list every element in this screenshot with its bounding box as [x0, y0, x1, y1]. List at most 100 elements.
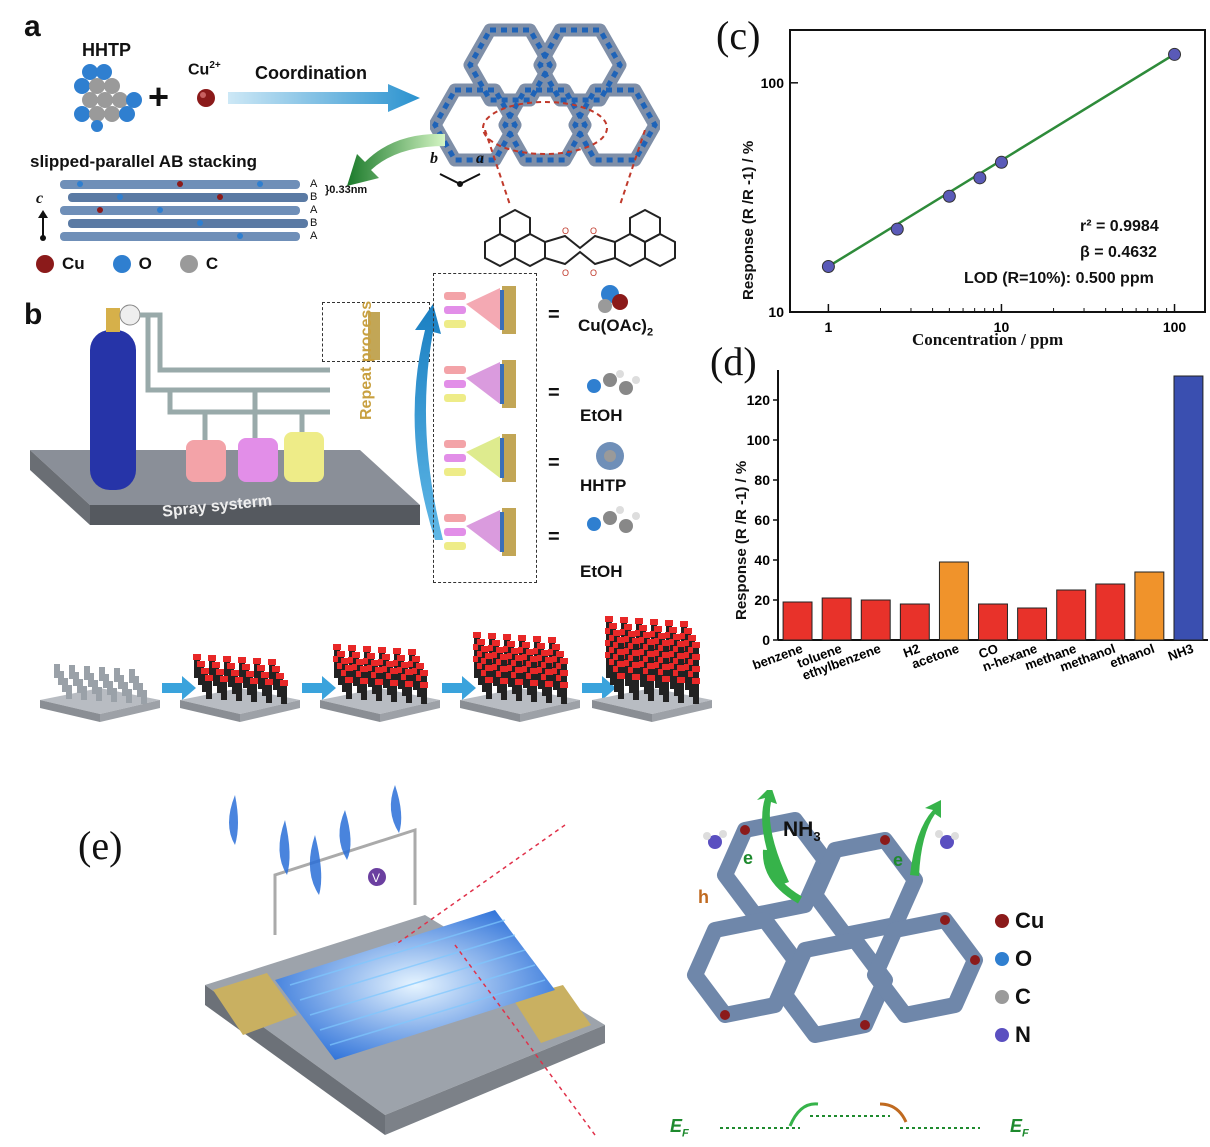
panel-c-label: (c) — [716, 13, 761, 58]
equals-4: = — [548, 526, 560, 548]
repeat-process-label: Repeat process — [358, 300, 375, 420]
n-atom-icon — [995, 1028, 1009, 1042]
chart-c-point — [1168, 47, 1182, 61]
gas-sensor-device-icon: V — [205, 785, 605, 1136]
growth-stage-2 — [320, 644, 476, 722]
svg-text:O: O — [562, 268, 569, 278]
step-label-etoh-1: EtOH — [580, 406, 623, 425]
equals-3: = — [548, 452, 560, 474]
panel-b-label: b — [24, 298, 43, 331]
chart-d-category-label: NH3 — [1166, 641, 1196, 664]
spacing-label: }0.33nm — [325, 184, 368, 196]
chart-d-bar — [978, 603, 1008, 641]
step-label-hhtp: HHTP — [580, 476, 627, 495]
svg-text:V: V — [372, 871, 380, 885]
chart-c-ytick-label: 100 — [761, 75, 785, 91]
chart-c-ytick-label: 10 — [768, 304, 784, 320]
axis-c-label: c — [36, 190, 44, 207]
chart-c-frame — [789, 29, 1206, 313]
chart-c-point — [942, 189, 956, 203]
nh3-adsorption-mof-icon — [687, 790, 983, 1043]
cu-atom-icon — [995, 914, 1009, 928]
chart-d-bar — [1173, 375, 1204, 641]
stacking-title: slipped-parallel AB stacking — [30, 152, 258, 171]
chart-c-point — [994, 155, 1008, 169]
beta-label: β = 0.4632 — [1080, 244, 1157, 261]
growth-stage-1 — [180, 654, 336, 722]
chart-d-ytick-label: 40 — [754, 552, 770, 568]
fermi-left-label: EF — [670, 1116, 689, 1140]
curved-arrow-icon — [347, 133, 445, 186]
chart-c-xtick-label: 100 — [1163, 319, 1187, 335]
selectivity-bar-chart: 020406080100120benzenetolueneethylbenzen… — [747, 370, 1208, 683]
axis-ba-icon — [439, 173, 481, 187]
equals-2: = — [548, 382, 560, 404]
chart-d-bar — [782, 601, 813, 641]
concentration-response-chart: 1 10 100 10 100 — [761, 29, 1206, 335]
cu-ion-label: Cu2+ — [188, 60, 221, 79]
chart-d-bar — [938, 561, 969, 641]
chart-d-bar — [1017, 607, 1048, 641]
panel-e-label: (e) — [78, 823, 123, 868]
growth-stage-0 — [40, 664, 196, 722]
panel-d-ylabel: Response (R /R -1) / % — [733, 460, 750, 620]
electron-label-1: e — [743, 848, 754, 868]
chart-d-bar — [860, 599, 891, 641]
chemical-structure-icon: O O O O — [484, 208, 676, 278]
legend-cu: Cu — [36, 254, 85, 274]
plus-sign: + — [148, 76, 170, 117]
process-steps-box — [433, 273, 537, 583]
legend-e-cu: Cu — [995, 908, 1044, 934]
step-label-etoh-2: EtOH — [580, 562, 623, 581]
electron-label-2: e — [893, 850, 904, 870]
c-atom-icon — [995, 990, 1009, 1004]
chart-c-point — [821, 259, 835, 273]
cu-atom-icon — [36, 255, 54, 273]
legend-c: C — [179, 254, 218, 274]
chart-d-ytick-label: 0 — [762, 632, 770, 648]
chart-d-category-label: H2 — [901, 641, 922, 661]
panel-c-ylabel: Response (R /R -1) / % — [740, 140, 757, 300]
zoom-lines — [484, 130, 646, 206]
svg-text:O: O — [590, 226, 597, 236]
spray-system-icon — [30, 304, 420, 525]
repeat-arrow-icon — [414, 304, 443, 540]
chart-d-ytick-label: 60 — [754, 512, 770, 528]
chart-d-bar — [1056, 589, 1087, 641]
chart-d-category-label: CO — [977, 641, 1000, 662]
panel-c-xlabel: Concentration / ppm — [912, 330, 1064, 349]
hole-label: h — [698, 887, 709, 907]
legend-e-o: O — [995, 946, 1044, 972]
chart-d-bar — [1134, 571, 1165, 641]
growth-stage-3 — [460, 632, 616, 722]
chart-d-ytick-label: 20 — [754, 592, 770, 608]
spray-step-3 — [444, 508, 516, 556]
coordination-label: Coordination — [255, 63, 367, 83]
fermi-level-icon — [720, 1102, 980, 1129]
legend-e-c: C — [995, 984, 1044, 1010]
chart-c-xtick-label: 1 — [824, 319, 832, 335]
spray-step-0 — [444, 286, 516, 334]
nh3-label: NH3 — [783, 818, 821, 845]
axis-a-label: a — [476, 150, 484, 167]
svg-text:O: O — [562, 226, 569, 236]
hhtp-molecule-icon — [74, 64, 142, 132]
lod-label: LOD (R=10%): 0.500 ppm — [964, 270, 1154, 287]
axis-b-label: b — [430, 150, 438, 167]
panel-e-legend: Cu O C N — [995, 908, 1044, 1048]
c-atom-icon — [179, 255, 198, 273]
film-growth-sequence-icon — [40, 616, 712, 722]
fermi-right-label: EF — [1010, 1116, 1029, 1140]
step-label-cuoac: Cu(OAc)2 — [578, 316, 654, 339]
chart-d-ytick-label: 100 — [747, 432, 771, 448]
legend-o: O — [112, 254, 152, 274]
step-labels: = Cu(OAc)2 = EtOH = HHTP = EtOH — [540, 280, 660, 590]
axis-c-arrow-icon — [38, 210, 48, 241]
chart-c-point — [973, 171, 987, 185]
panel-a-label: a — [24, 10, 41, 43]
chart-d-ytick-label: 120 — [747, 392, 771, 408]
spray-step-1 — [444, 360, 516, 408]
cu-ion-icon — [197, 89, 215, 107]
equals-1: = — [548, 304, 560, 326]
